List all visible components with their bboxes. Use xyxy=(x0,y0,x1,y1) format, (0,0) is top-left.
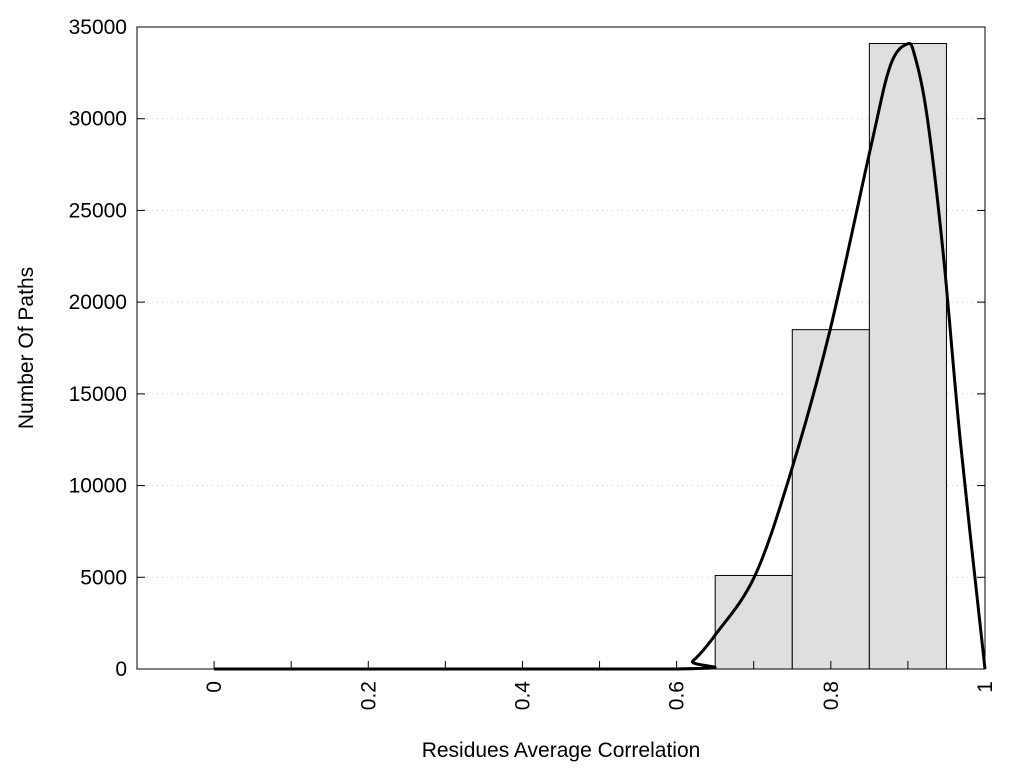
y-tick-label: 30000 xyxy=(69,108,127,131)
y-tick-label: 15000 xyxy=(69,383,127,406)
plot-frame xyxy=(136,26,986,670)
x-axis: 0 0.2 0.4 0.6 0.8 1 xyxy=(203,661,997,710)
y-tick-label: 0 xyxy=(115,658,127,681)
x-tick-label: 0.2 xyxy=(357,681,380,710)
y-tick-label: 35000 xyxy=(69,16,127,39)
x-tick-label: 0 xyxy=(203,681,226,693)
fit-curve-group xyxy=(214,41,987,671)
x-tick-label: 0.4 xyxy=(511,681,534,711)
y-tick-label: 25000 xyxy=(69,199,127,222)
x-tick-label: 1 xyxy=(974,681,997,693)
y-tick-label: 5000 xyxy=(80,566,127,589)
x-tick-label: 0.8 xyxy=(820,681,843,710)
x-axis-label: Residues Average Correlation xyxy=(422,739,701,762)
y-tick-label: 20000 xyxy=(69,291,127,314)
x-tick-label: 0.6 xyxy=(666,681,689,710)
histogram-bar xyxy=(868,43,947,670)
histogram-bar xyxy=(791,329,870,670)
fit-curve xyxy=(214,41,987,671)
y-axis-label: Number Of Paths xyxy=(15,267,38,429)
y-tick-label: 10000 xyxy=(69,475,127,498)
bars xyxy=(714,43,947,670)
histogram-bar xyxy=(714,574,793,670)
y-axis: 0 5000 10000 15000 20000 25000 30000 35000 xyxy=(69,16,985,681)
